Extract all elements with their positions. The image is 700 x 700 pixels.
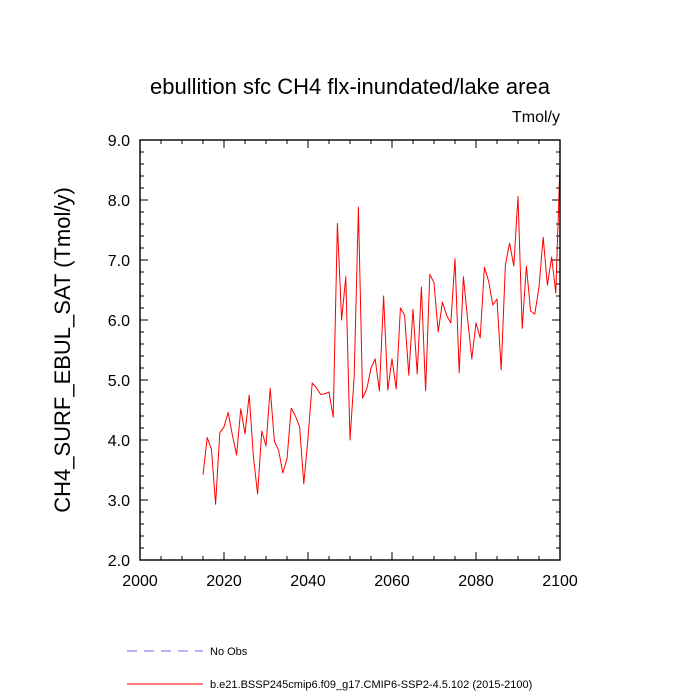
series-line <box>202 162 561 505</box>
legend-label-no-obs: No Obs <box>210 646 248 658</box>
series-layer <box>202 162 561 505</box>
y-tick-label: 3.0 <box>108 493 130 510</box>
y-tick-label: 2.0 <box>108 553 130 570</box>
x-tick-label: 2080 <box>458 573 494 590</box>
x-tick-label: 2040 <box>290 573 326 590</box>
y-tick-label: 5.0 <box>108 373 130 390</box>
y-tick-label: 9.0 <box>108 133 130 150</box>
legend-label-series: b.e21.BSSP245cmip6.f09_g17.CMIP6-SSP2-4.… <box>210 679 532 691</box>
axis-ticks: 2000 2020 2040 2060 2080 2100 2.0 3.0 4.0 5.0 6.0 7… <box>108 133 578 590</box>
y-tick-label: 4.0 <box>108 433 130 450</box>
y-axis-label: CH4_SURF_EBUL_SAT (Tmol/y) <box>50 187 75 513</box>
plot-frame <box>139 139 561 561</box>
legend: No Obs b.e21.BSSP245cmip6.f09_g17.CMIP6-… <box>127 646 532 691</box>
chart-title: ebullition sfc CH4 flx-inundated/lake ar… <box>150 74 551 99</box>
x-tick-label: 2100 <box>542 573 578 590</box>
x-tick-label: 2060 <box>374 573 410 590</box>
x-tick-label: 2020 <box>206 573 242 590</box>
y-tick-label: 6.0 <box>108 313 130 330</box>
x-tick-label: 2000 <box>122 573 158 590</box>
y-tick-label: 7.0 <box>108 253 130 270</box>
unit-label: Tmol/y <box>512 109 560 126</box>
y-tick-label: 8.0 <box>108 193 130 210</box>
